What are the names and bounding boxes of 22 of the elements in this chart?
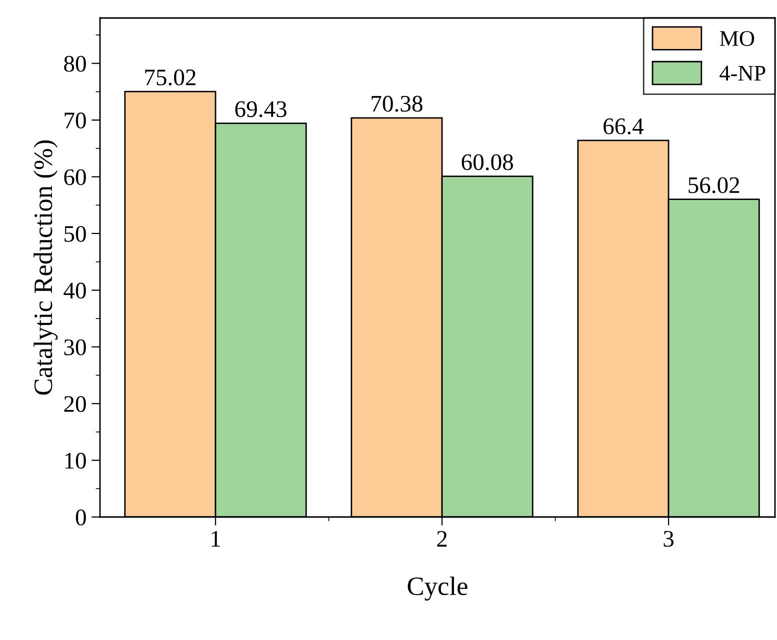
y-tick-label: 10 [65,452,86,469]
y-tick-label: 50 [64,226,86,242]
y-tick-label: 40 [64,282,86,299]
y-tick-label: 70 [64,112,86,128]
legend-label: MO [720,31,754,46]
x-tick-label: 1 [212,530,220,547]
y-tick-label: 80 [64,56,86,72]
legend-label: 4-NP [720,66,766,81]
y-tick-label: 30 [64,339,86,356]
y-axis-title: Catalytic Reduction (%) [34,140,58,395]
y-tick-label: 0 [76,509,86,526]
y-tick-label: 60 [64,169,86,186]
data-label: 60.08 [462,154,513,170]
data-label: 69.43 [235,101,286,118]
x-axis-title: Cycle [408,576,468,601]
data-label: 56.02 [688,177,740,194]
x-tick-label: 2 [437,530,447,547]
data-label: 75.02 [145,69,196,86]
data-label: 66.4 [604,118,644,134]
y-tick-label: 20 [64,396,86,412]
x-tick-label: 3 [664,530,674,547]
data-label: 70.38 [372,96,422,112]
